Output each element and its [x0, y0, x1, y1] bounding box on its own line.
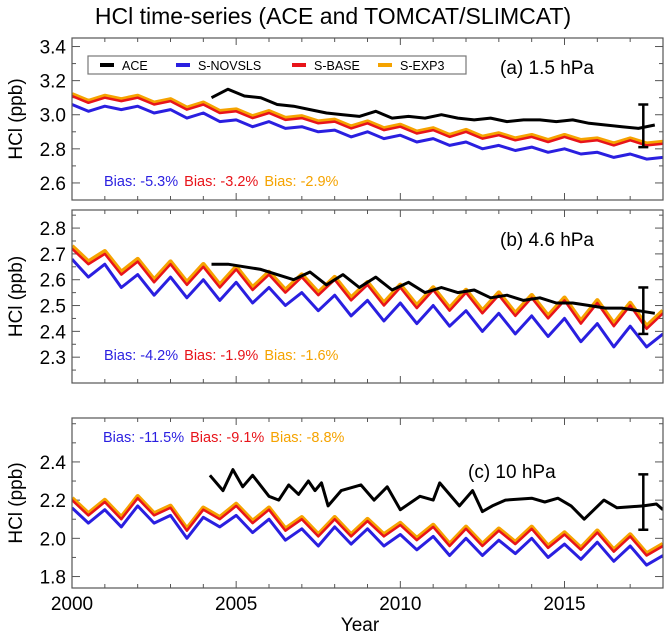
legend-label: ACE — [122, 59, 148, 73]
bias-s-base: Bias: -3.2% — [184, 174, 258, 190]
y-tick-label: 2.8 — [40, 140, 66, 161]
y-tick-label: 3.0 — [40, 106, 66, 127]
series-line-ace — [211, 262, 656, 315]
legend-label: S-NOVSLS — [198, 59, 261, 73]
legend-label: S-BASE — [314, 59, 360, 73]
y-tick-label: 3.2 — [40, 72, 66, 93]
x-tick-label: 2005 — [215, 594, 257, 615]
panel-label: (a) 1.5 hPa — [500, 58, 594, 79]
panel-label: (b) 4.6 hPa — [500, 230, 594, 251]
error-bar — [638, 103, 649, 149]
y-tick-label: 2.2 — [40, 491, 66, 512]
y-tick-label: 1.8 — [40, 568, 66, 589]
y-axis-label: HCl (ppb) — [6, 256, 27, 337]
bias-s-novsls: Bias: -4.2% — [104, 348, 178, 364]
y-axis-label: HCl (ppb) — [6, 462, 27, 543]
bias-annotations: Bias: -5.3% Bias: -3.2% Bias: -2.9% — [104, 174, 339, 190]
series-line-s-base — [72, 94, 663, 147]
plot-frame — [71, 37, 664, 201]
legend: ACE S-NOVSLS S-BASE S-EXP3 — [87, 55, 467, 75]
panel-a: HCl (ppb) 2.6 2.8 3.0 3.2 3.4 (a) 1.5 hPa Bias:… — [6, 37, 664, 201]
legend-item-s-base: S-BASE — [292, 59, 360, 73]
bias-annotations: Bias: -4.2% Bias: -1.9% Bias: -1.6% — [104, 348, 339, 364]
series-line-s-exp3 — [72, 494, 663, 556]
panel-c: HCl (ppb) 1.8 2.0 2.2 2.4 (c) 10 hPa Bias: -11… — [6, 417, 664, 615]
x-tick-label: 2015 — [543, 594, 585, 615]
y-tick-label: 2.0 — [40, 529, 66, 550]
plot-frame — [71, 417, 664, 589]
bias-s-exp3: Bias: -2.9% — [264, 174, 338, 190]
panel-b: HCl (ppb) 2.3 2.4 2.5 2.6 2.7 2.8 (b) 4.6 hPa Bi… — [6, 209, 664, 384]
y-tick-label: 2.7 — [40, 245, 66, 266]
series-line-s-exp3 — [72, 92, 663, 146]
panel-label: (c) 10 hPa — [468, 462, 556, 483]
bias-s-novsls: Bias: -11.5% — [103, 430, 184, 446]
series-line-s-novsls — [72, 504, 663, 567]
bias-s-novsls: Bias: -5.3% — [104, 174, 178, 190]
chart-title: HCl time-series (ACE and TOMCAT/SLIMCAT) — [95, 3, 571, 29]
series-line-s-novsls — [72, 258, 663, 349]
y-tick-label: 2.6 — [40, 174, 66, 195]
legend-item-s-exp3: S-EXP3 — [378, 59, 445, 73]
x-axis-label: Year — [341, 615, 380, 636]
series-line-s-base — [72, 496, 663, 557]
bias-s-base: Bias: -1.9% — [184, 348, 258, 364]
y-tick-label: 2.3 — [40, 348, 66, 369]
legend-item-ace: ACE — [100, 59, 148, 73]
y-tick-label: 2.5 — [40, 297, 66, 318]
series-line-s-novsls — [72, 103, 663, 161]
bias-s-base: Bias: -9.1% — [190, 430, 264, 446]
legend-item-s-novsls: S-NOVSLS — [176, 59, 261, 73]
error-bar — [638, 473, 649, 531]
x-tick-label: 2000 — [51, 594, 93, 615]
plot-frame — [71, 209, 664, 384]
y-tick-label: 3.4 — [40, 38, 67, 59]
bias-s-exp3: Bias: -8.8% — [270, 430, 344, 446]
error-bar — [638, 286, 649, 336]
bias-annotations: Bias: -11.5% Bias: -9.1% Bias: -8.8% — [103, 430, 345, 446]
y-axis-label: HCl (ppb) — [6, 78, 27, 159]
series-line-ace — [208, 468, 663, 521]
bias-s-exp3: Bias: -1.6% — [264, 348, 338, 364]
series-line-s-base — [72, 247, 663, 331]
x-tick-label: 2010 — [379, 594, 421, 615]
series-line-ace — [210, 87, 656, 130]
legend-label: S-EXP3 — [400, 59, 445, 73]
y-tick-label: 2.4 — [40, 322, 67, 343]
y-tick-label: 2.6 — [40, 271, 66, 292]
y-tick-label: 2.8 — [40, 219, 66, 240]
y-tick-label: 2.4 — [40, 453, 67, 474]
